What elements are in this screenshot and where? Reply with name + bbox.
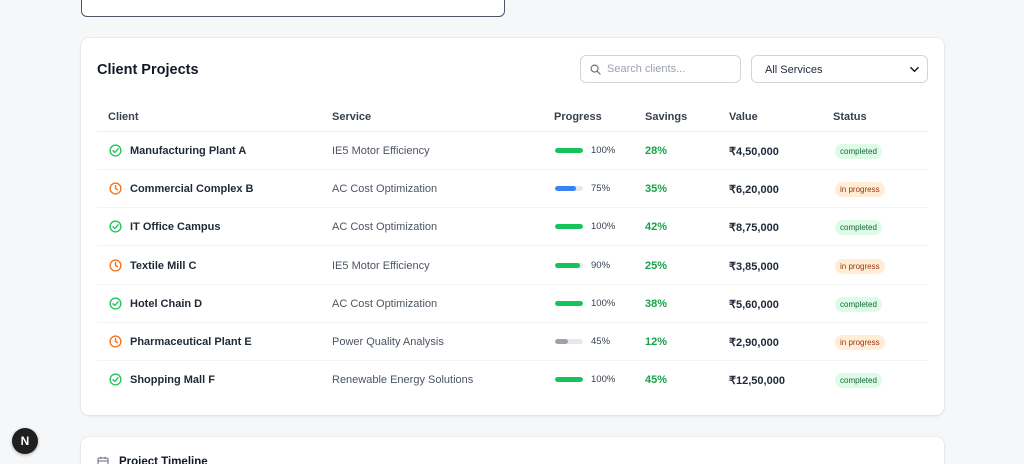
status-badge: completed <box>835 296 882 312</box>
savings-value: 38% <box>645 297 668 310</box>
table-row[interactable]: IT Office Campus AC Cost Optimization 100%… <box>97 208 928 247</box>
clock-icon <box>109 259 122 272</box>
client-name: IT Office Campus <box>130 221 221 234</box>
dev-tools-badge[interactable]: N <box>12 428 38 454</box>
column-header-value: Value <box>729 111 758 123</box>
progress-percent: 100% <box>591 297 616 309</box>
column-header-client: Client <box>108 111 139 123</box>
progress-fill <box>555 339 568 344</box>
column-header-savings: Savings <box>645 111 688 123</box>
progress-percent: 100% <box>591 221 616 233</box>
column-header-service: Service <box>332 111 372 123</box>
progress-bar <box>555 224 583 230</box>
timeline-title: Project Timeline <box>119 456 208 464</box>
service-name: IE5 Motor Efficiency <box>332 259 430 272</box>
clock-icon <box>109 182 122 195</box>
column-header-status: Status <box>833 111 867 123</box>
client-projects-card: Client Projects All Services Client Serv… <box>81 38 944 415</box>
search-box[interactable] <box>580 55 741 83</box>
card-title: Client Projects <box>97 62 199 78</box>
search-icon <box>590 64 601 75</box>
service-name: AC Cost Optimization <box>332 221 438 234</box>
table-row[interactable]: Pharmaceutical Plant E Power Quality Anal… <box>97 323 928 361</box>
chevron-down-icon <box>910 66 919 73</box>
check-circle-icon <box>109 373 122 386</box>
progress-bar <box>555 300 583 306</box>
savings-value: 25% <box>645 259 668 272</box>
progress-fill <box>555 186 576 192</box>
project-value: ₹4,50,000 <box>729 146 779 158</box>
service-filter-select[interactable]: All Services <box>751 55 928 83</box>
savings-value: 28% <box>645 145 668 157</box>
table-header: Client Service Progress Savings Value St… <box>97 108 928 132</box>
project-value: ₹12,50,000 <box>729 375 785 388</box>
client-name: Hotel Chain D <box>130 297 203 310</box>
status-badge: in progress <box>835 258 885 274</box>
client-name: Textile Mill C <box>130 259 197 272</box>
project-value: ₹8,75,000 <box>729 222 779 235</box>
progress-percent: 100% <box>591 145 616 156</box>
check-circle-icon <box>109 297 122 310</box>
clock-icon <box>109 335 122 348</box>
table-row[interactable]: Commercial Complex B AC Cost Optimization… <box>97 170 928 209</box>
progress-fill <box>555 300 583 306</box>
service-name: Renewable Energy Solutions <box>332 374 474 387</box>
status-badge: completed <box>835 373 882 389</box>
service-name: AC Cost Optimization <box>332 183 438 196</box>
service-filter-value: All Services <box>765 64 823 76</box>
progress-percent: 45% <box>591 336 611 347</box>
progress-percent: 100% <box>591 374 616 386</box>
search-input[interactable] <box>607 56 737 82</box>
client-name: Shopping Mall F <box>130 374 215 387</box>
progress-fill <box>555 224 583 230</box>
progress-bar <box>555 377 583 383</box>
project-timeline-card: Project Timeline <box>81 437 944 464</box>
check-circle-icon <box>109 144 122 157</box>
check-circle-icon <box>109 220 122 233</box>
column-header-progress: Progress <box>554 111 602 123</box>
top-panel <box>81 0 505 17</box>
service-name: IE5 Motor Efficiency <box>332 145 430 157</box>
progress-percent: 75% <box>591 183 611 195</box>
project-value: ₹6,20,000 <box>729 184 779 197</box>
table-row[interactable]: Hotel Chain D AC Cost Optimization 100% 38%… <box>97 285 928 323</box>
progress-bar <box>555 148 583 153</box>
status-badge: in progress <box>835 335 885 350</box>
status-badge: completed <box>835 144 882 159</box>
client-name: Commercial Complex B <box>130 183 254 196</box>
savings-value: 12% <box>645 336 668 348</box>
progress-bar <box>555 262 583 268</box>
progress-fill <box>555 262 581 268</box>
project-value: ₹3,85,000 <box>729 260 779 273</box>
service-name: AC Cost Optimization <box>332 297 438 310</box>
project-value: ₹2,90,000 <box>729 337 779 349</box>
progress-bar <box>555 186 583 192</box>
client-name: Pharmaceutical Plant E <box>130 336 252 348</box>
savings-value: 35% <box>645 183 668 196</box>
table-row[interactable]: Textile Mill C IE5 Motor Efficiency 90% 25%… <box>97 247 928 285</box>
progress-percent: 90% <box>591 259 611 271</box>
progress-fill <box>555 148 583 153</box>
table-row[interactable]: Manufacturing Plant A IE5 Motor Efficienc… <box>97 132 928 170</box>
project-value: ₹5,60,000 <box>729 298 779 311</box>
client-name: Manufacturing Plant A <box>130 145 247 157</box>
progress-fill <box>555 377 583 383</box>
table-row[interactable]: Shopping Mall F Renewable Energy Solution… <box>97 361 928 399</box>
service-name: Power Quality Analysis <box>332 336 444 348</box>
progress-bar <box>555 339 583 344</box>
savings-value: 42% <box>645 221 668 234</box>
status-badge: in progress <box>835 182 885 198</box>
savings-value: 45% <box>645 374 668 387</box>
status-badge: completed <box>835 220 882 236</box>
calendar-icon <box>97 456 109 464</box>
